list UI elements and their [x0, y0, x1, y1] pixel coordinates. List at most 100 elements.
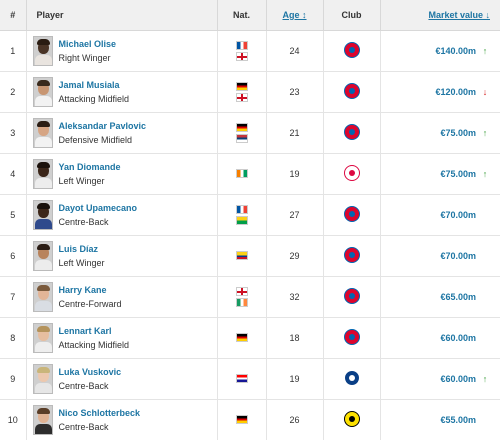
- market-value-link[interactable]: €60.00m: [440, 332, 476, 343]
- player-name-link[interactable]: Aleksandar Pavlovic: [58, 120, 147, 131]
- rank-cell: 8: [0, 317, 26, 359]
- flag-germany-icon: [235, 122, 248, 132]
- player-position: Centre-Back: [58, 216, 109, 227]
- flag-ivory-coast-icon: [235, 169, 248, 178]
- sort-icon: ↕: [302, 9, 307, 20]
- rank-header: #: [0, 0, 26, 31]
- table-row: 6 Luis Díaz Left Winger 29 €70.00m: [0, 235, 500, 277]
- flag-england-icon: [235, 51, 248, 61]
- player-photo[interactable]: [32, 322, 53, 353]
- player-position: Attacking Midfield: [58, 339, 130, 350]
- market-value-cell: €65.00m: [379, 276, 500, 318]
- nationality-cell: [216, 358, 266, 400]
- club-cell: [322, 399, 380, 440]
- player-cell: Nico Schlotterbeck Centre-Back: [25, 399, 217, 440]
- rank-cell: 10: [0, 399, 26, 440]
- market-value-cell: €70.00m: [379, 194, 500, 236]
- club-cell: [322, 235, 380, 277]
- club-cell: [322, 194, 380, 236]
- trend-down-icon: ↓: [482, 86, 488, 97]
- flag-england-icon: [235, 92, 248, 102]
- market-value-link[interactable]: €55.00m: [440, 414, 476, 425]
- player-name-link[interactable]: Michael Olise: [58, 38, 117, 49]
- player-position: Left Winger: [58, 175, 105, 186]
- player-position: Attacking Midfield: [58, 93, 130, 104]
- player-cell: Michael Olise Right Winger: [25, 30, 217, 72]
- sort-desc-icon: ↓: [485, 9, 491, 20]
- age-cell: 29: [265, 235, 323, 277]
- player-cell: Luka Vuskovic Centre-Back: [25, 358, 217, 400]
- bayern-icon[interactable]: [343, 246, 360, 263]
- market-value-link[interactable]: €70.00m: [440, 250, 476, 261]
- hamburg-icon[interactable]: [343, 369, 360, 386]
- player-name-link[interactable]: Luka Vuskovic: [58, 366, 122, 377]
- bayern-icon[interactable]: [343, 328, 360, 345]
- flag-france-icon: [235, 204, 248, 214]
- table-row: 7 Harry Kane Centre-Forward 32 €65: [0, 276, 500, 318]
- club-cell: [322, 358, 380, 400]
- market-value-link[interactable]: €75.00m: [440, 127, 476, 138]
- bayern-icon[interactable]: [343, 287, 360, 304]
- bayern-icon[interactable]: [343, 82, 360, 99]
- player-position: Left Winger: [58, 257, 105, 268]
- market-value-link[interactable]: €60.00m: [440, 373, 476, 384]
- age-cell: 27: [265, 194, 323, 236]
- market-value-link[interactable]: €65.00m: [440, 291, 476, 302]
- flag-croatia-icon: [235, 374, 248, 383]
- age-header[interactable]: Age ↕: [265, 0, 323, 31]
- player-cell: Jamal Musiala Attacking Midfield: [25, 71, 217, 113]
- market-value-sort-link[interactable]: Market value ↓: [428, 9, 491, 20]
- player-photo[interactable]: [32, 404, 53, 435]
- player-name-link[interactable]: Harry Kane: [58, 284, 107, 295]
- player-position: Centre-Back: [58, 421, 109, 432]
- market-value-link[interactable]: €120.00m: [435, 86, 476, 97]
- player-photo[interactable]: [32, 281, 53, 312]
- flag-england-icon: [235, 286, 248, 296]
- market-value-cell: €70.00m: [379, 235, 500, 277]
- player-position: Centre-Forward: [58, 298, 122, 309]
- market-value-cell: €75.00m ↑: [379, 112, 500, 154]
- player-position: Defensive Midfield: [58, 134, 133, 145]
- club-cell: [322, 153, 380, 195]
- trend-up-icon: ↑: [482, 127, 488, 138]
- player-photo[interactable]: [32, 117, 53, 148]
- player-name-link[interactable]: Luis Díaz: [58, 243, 99, 254]
- player-name-link[interactable]: Dayot Upamecano: [58, 202, 138, 213]
- market-value-cell: €55.00m: [379, 399, 500, 440]
- dortmund-icon[interactable]: [343, 410, 360, 427]
- player-photo[interactable]: [32, 199, 53, 230]
- player-cell: Luis Díaz Left Winger: [25, 235, 217, 277]
- age-cell: 19: [265, 358, 323, 400]
- market-value-header[interactable]: Market value ↓: [379, 0, 500, 31]
- nationality-cell: [216, 30, 266, 72]
- player-name-link[interactable]: Yan Diomande: [58, 161, 121, 172]
- table-row: 10 Nico Schlotterbeck Centre-Back 26: [0, 399, 500, 440]
- market-value-link[interactable]: €70.00m: [440, 209, 476, 220]
- nationality-cell: [216, 399, 266, 440]
- player-header: Player: [25, 0, 217, 31]
- age-cell: 19: [265, 153, 323, 195]
- player-photo[interactable]: [32, 240, 53, 271]
- club-cell: [322, 30, 380, 72]
- bayern-icon[interactable]: [343, 205, 360, 222]
- market-value-link[interactable]: €140.00m: [435, 45, 476, 56]
- trend-up-icon: ↑: [482, 373, 488, 384]
- rank-cell: 1: [0, 30, 26, 72]
- player-name-link[interactable]: Lennart Karl: [58, 325, 112, 336]
- nationality-cell: [216, 276, 266, 318]
- player-name-link[interactable]: Jamal Musiala: [58, 79, 120, 90]
- player-photo[interactable]: [32, 363, 53, 394]
- rank-cell: 6: [0, 235, 26, 277]
- market-value-link[interactable]: €75.00m: [440, 168, 476, 179]
- player-photo[interactable]: [32, 158, 53, 189]
- leipzig-icon[interactable]: [343, 164, 360, 181]
- player-photo[interactable]: [32, 35, 53, 66]
- bayern-icon[interactable]: [343, 123, 360, 140]
- club-header: Club: [322, 0, 380, 31]
- rank-cell: 9: [0, 358, 26, 400]
- player-photo[interactable]: [32, 76, 53, 107]
- bayern-icon[interactable]: [343, 41, 360, 58]
- club-cell: [322, 276, 380, 318]
- player-name-link[interactable]: Nico Schlotterbeck: [58, 407, 141, 418]
- age-sort-link[interactable]: Age ↕: [282, 9, 307, 20]
